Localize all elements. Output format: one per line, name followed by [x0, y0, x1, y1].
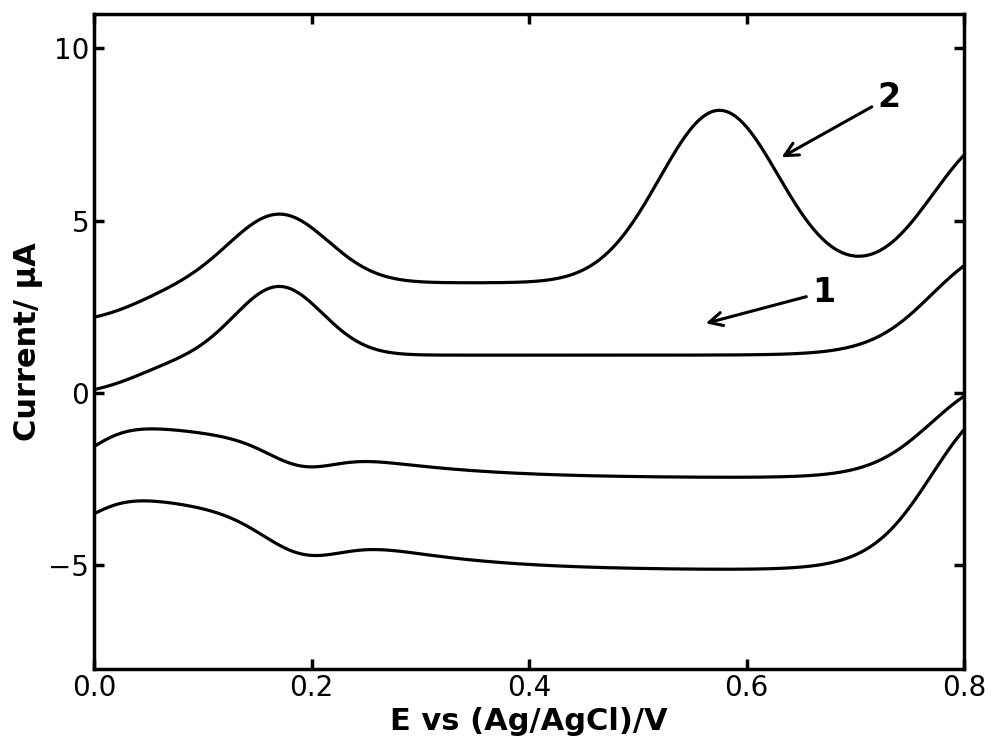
- X-axis label: E vs (Ag/AgCl)/V: E vs (Ag/AgCl)/V: [390, 707, 668, 736]
- Text: 1: 1: [709, 276, 835, 326]
- Y-axis label: Current/ μA: Current/ μA: [14, 242, 43, 441]
- Text: 2: 2: [785, 81, 900, 155]
